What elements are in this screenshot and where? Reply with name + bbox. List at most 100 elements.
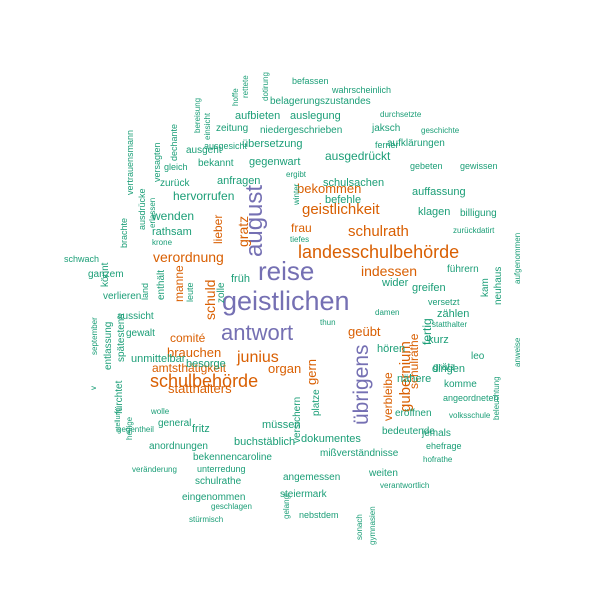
word-thun: thun xyxy=(320,318,336,327)
word-vertrauensmann: vertrauensmann xyxy=(125,130,135,195)
word-jaksch: jaksch xyxy=(371,123,400,134)
word-bedeutende: bedeutende xyxy=(382,426,435,437)
word-entlassung: entlassung xyxy=(103,322,114,370)
word-hervorrufen: hervorrufen xyxy=(173,189,234,203)
word-dotirung: dotirung xyxy=(261,72,270,101)
word-unmittelbar: unmittelbar xyxy=(131,353,186,365)
word-geübt: geübt xyxy=(348,324,381,339)
word-volksschule: volksschule xyxy=(449,411,491,420)
word-gratz: gratz xyxy=(235,216,251,247)
word-zurückdatirt: zurückdatirt xyxy=(453,226,495,235)
word-hoffe: hoffe xyxy=(231,88,240,106)
word-verordnung: verordnung xyxy=(153,249,224,265)
word-krone: krone xyxy=(152,238,173,247)
word-anweise: anweise xyxy=(513,337,522,367)
word-ferner: ferner xyxy=(375,140,399,150)
word-nebstdem: nebstdem xyxy=(299,510,339,520)
word-versagten: versagten xyxy=(152,142,162,182)
word-gubernium: gubernium xyxy=(397,341,414,412)
word-schulrathe: schulrathe xyxy=(195,476,242,487)
word-angemessen: angemessen xyxy=(283,472,340,483)
word-erlassen: erlassen xyxy=(148,198,157,228)
word-mißverständnisse: mißverständnisse xyxy=(320,448,399,459)
word-müssen: müssen xyxy=(262,419,301,431)
word-land: land xyxy=(140,283,150,300)
word-gelangt: gelangt xyxy=(282,492,291,519)
word-eingenommen: eingenommen xyxy=(182,492,245,503)
word-aufbieten: aufbieten xyxy=(235,110,280,122)
word-grätz: grätz xyxy=(433,362,455,373)
word-general: general xyxy=(158,418,191,429)
word-gegentheil: gegentheil xyxy=(117,425,154,434)
word-geschlagen: geschlagen xyxy=(211,502,252,511)
word-schulräthe: schulräthe xyxy=(407,333,421,389)
word-neuhaus: neuhaus xyxy=(493,267,504,305)
word-ehefrage: ehefrage xyxy=(426,441,462,451)
word-heilige: heilige xyxy=(125,416,134,440)
word-leo: leo xyxy=(471,351,485,362)
word-auffassung: auffassung xyxy=(412,186,466,198)
word-nähere: nähere xyxy=(397,373,431,385)
word-übersetzung: übersetzung xyxy=(242,138,303,150)
word-august: august xyxy=(241,185,268,257)
word-anordnungen: anordnungen xyxy=(149,441,208,452)
word-bekannt: bekannt xyxy=(198,158,234,169)
word-ganzem: ganzem xyxy=(88,269,124,280)
word-besorge: besorge xyxy=(186,358,226,370)
word-bereisung: bereisung xyxy=(193,98,202,133)
word-frau: frau xyxy=(291,221,312,235)
word-fürchtet: fürchtet xyxy=(114,380,125,414)
word-gern: gern xyxy=(304,359,319,385)
word-veränderung: veränderung xyxy=(132,465,177,474)
word-geistlichen: geistlichen xyxy=(222,286,350,316)
word-manne: manne xyxy=(172,265,186,302)
word-stellung: stellung xyxy=(115,408,122,432)
word-organ: organ xyxy=(268,361,301,376)
word-hören: hören xyxy=(377,343,405,355)
word-schulsachen: schulsachen xyxy=(323,177,384,189)
word-wahrscheinlich: wahrscheinlich xyxy=(331,85,391,95)
word-befassen: befassen xyxy=(292,76,329,86)
word-führern: führern xyxy=(447,264,479,275)
word-kurz: kurz xyxy=(428,334,449,346)
word-dingen: dingen xyxy=(432,363,465,375)
word-eröffnen: eröffnen xyxy=(395,408,432,419)
word-statthalters: statthalters xyxy=(168,381,232,396)
word-weiten: weiten xyxy=(368,468,398,479)
word-gewalt: gewalt xyxy=(126,328,155,339)
word-wider: wider xyxy=(381,277,409,289)
word-antwort: antwort xyxy=(221,320,293,345)
word-aussicht: aussicht xyxy=(117,311,154,322)
word-brauchen: brauchen xyxy=(167,345,221,360)
word-v: v xyxy=(89,386,98,390)
word-brachte: brachte xyxy=(119,218,129,248)
word-platze: platze xyxy=(311,389,322,416)
word-aufklärungen: aufklärungen xyxy=(387,138,445,149)
word-schwach: schwach xyxy=(64,254,99,264)
word-gymnasien: gymnasien xyxy=(368,506,377,545)
word-gebeten: gebeten xyxy=(410,161,443,171)
word-ergibt: ergibt xyxy=(286,170,307,179)
word-ausdrücke: ausdrücke xyxy=(137,188,147,230)
word-stürmisch: stürmisch xyxy=(189,515,223,524)
word-dechante: dechante xyxy=(169,124,179,161)
word-sonach: sonach xyxy=(355,514,364,540)
word-zählen: zählen xyxy=(437,308,469,320)
word-fritz: fritz xyxy=(192,423,210,435)
word-angeordneten: angeordneten xyxy=(443,393,499,403)
word-rettete: rettete xyxy=(241,75,250,98)
word-versichern: versichern xyxy=(292,397,303,443)
word-damen: damen xyxy=(375,308,399,317)
word-hofrathe: hofrathe xyxy=(423,455,453,464)
word-bekennencaroline: bekennencaroline xyxy=(193,452,272,463)
word-schulbehörde: schulbehörde xyxy=(150,371,258,391)
word-comité: comité xyxy=(170,331,206,345)
word-verbleibe: verbleibe xyxy=(381,372,395,421)
word-kam: kam xyxy=(480,278,491,297)
word-statthalter: statthalter xyxy=(432,320,467,329)
word-ausgeht: ausgeht xyxy=(186,145,222,156)
word-ausgesicht: ausgesicht xyxy=(204,141,248,151)
word-ausgedrückt: ausgedrückt xyxy=(325,149,391,163)
